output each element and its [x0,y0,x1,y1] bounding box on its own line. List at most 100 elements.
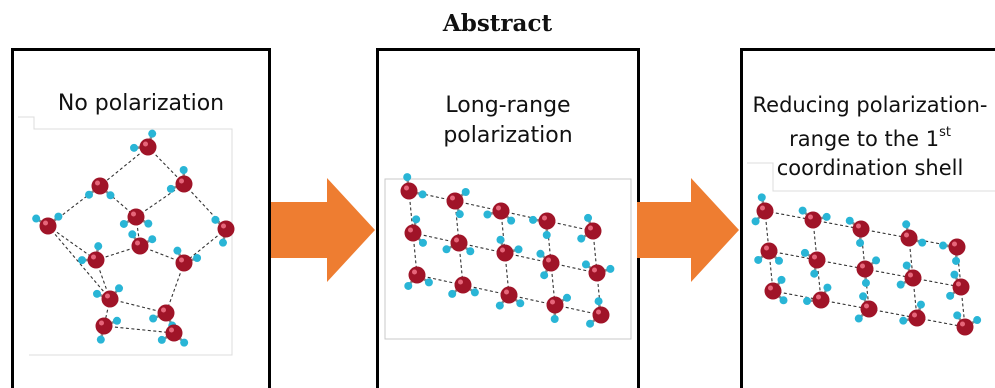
oxygen-atom [861,301,878,318]
hydrogen-atom [918,239,926,247]
oxygen-highlight [952,242,957,247]
hydrogen-bond [136,184,184,217]
hydrogen-atom [855,315,863,323]
oxygen-atom [455,277,472,294]
oxygen-atom [809,252,826,269]
hydrogen-atom [529,216,537,224]
oxygen-highlight [546,258,551,263]
oxygen-highlight [161,308,166,313]
oxygen-atom [497,245,514,262]
arrow-right-icon [271,178,377,284]
hydrogen-atom [953,311,961,319]
oxygen-highlight [588,226,593,231]
hydrogen-atom [93,290,101,298]
hydrogen-atom [810,270,818,278]
water-cluster-image [14,51,268,381]
hydrogen-atom [113,317,121,325]
oxygen-highlight [960,322,965,327]
hydrogen-atom [54,213,62,221]
oxygen-atom [176,255,193,272]
oxygen-atom [40,218,57,235]
hydrogen-atom [193,254,201,262]
hydrogen-atom [950,271,958,279]
hydrogen-atom [115,284,123,292]
oxygen-highlight [221,224,226,229]
hydrogen-atom [507,217,515,225]
abstract-heading: Abstract [0,10,995,37]
oxygen-highlight [550,300,555,305]
hydrogen-atom [130,144,138,152]
hydrogen-atom [403,173,411,181]
hydrogen-atom [758,193,766,201]
oxygen-highlight [95,181,100,186]
oxygen-highlight [908,273,913,278]
oxygen-highlight [404,186,409,191]
hydrogen-atom [899,317,907,325]
hydrogen-atom [106,191,114,199]
oxygen-atom [405,225,422,242]
oxygen-atom [176,176,193,193]
oxygen-highlight [808,215,813,220]
hydrogen-atom [754,256,762,264]
arrow-right-icon [637,178,743,284]
oxygen-atom [539,213,556,230]
oxygen-atom [140,139,157,156]
hydrogen-atom [777,276,785,284]
oxygen-highlight [412,270,417,275]
hydrogen-atom [803,297,811,305]
oxygen-highlight [135,241,140,246]
hydrogen-atom [219,239,227,247]
oxygen-atom [543,255,560,272]
hydrogen-atom [780,296,788,304]
hydrogen-atom [456,210,464,218]
oxygen-atom [102,291,119,308]
hydrogen-atom [412,215,420,223]
hydrogen-atom [32,215,40,223]
oxygen-highlight [912,313,917,318]
hydrogen-atom [551,315,559,323]
oxygen-atom [805,212,822,229]
oxygen-highlight [99,321,104,326]
hydrogen-atom [149,315,157,323]
oxygen-atom [451,235,468,252]
oxygen-atom [547,297,564,314]
oxygen-highlight [408,228,413,233]
hydrogen-atom [419,239,427,247]
hydrogen-atom [902,220,910,228]
oxygen-atom [158,305,175,322]
oxygen-highlight [856,224,861,229]
hydrogen-atom [496,302,504,310]
oxygen-highlight [450,196,455,201]
hydrogen-atom [180,339,188,347]
oxygen-highlight [864,304,869,309]
hydrogen-atom [584,214,592,222]
panel-first-shell-polarization: Reducing polarization- range to the 1st … [740,48,995,388]
oxygen-atom [218,221,235,238]
oxygen-atom [132,238,149,255]
hydrogen-atom [606,265,614,273]
oxygen-highlight [169,328,174,333]
hydrogen-atom [946,292,954,300]
hydrogen-atom [823,284,831,292]
oxygen-atom [88,252,105,269]
oxygen-atom [409,267,426,284]
hydrogen-atom [903,261,911,269]
oxygen-atom [901,230,918,247]
hydrogen-atom [952,257,960,265]
hydrogen-bond [100,147,148,186]
oxygen-atom [957,319,974,336]
oxygen-highlight [860,264,865,269]
hydrogen-atom [799,207,807,215]
hydrogen-atom [516,299,524,307]
hydrogen-atom [148,235,156,243]
oxygen-highlight [760,206,765,211]
panel-no-polarization: No polarization [11,48,271,388]
hydrogen-atom [823,213,831,221]
oxygen-highlight [91,255,96,260]
hydrogen-atom [859,292,867,300]
oxygen-atom [909,310,926,327]
hydrogen-atom [425,278,433,286]
hydrogen-atom [496,236,504,244]
hydrogen-atom [471,288,479,296]
oxygen-highlight [179,258,184,263]
